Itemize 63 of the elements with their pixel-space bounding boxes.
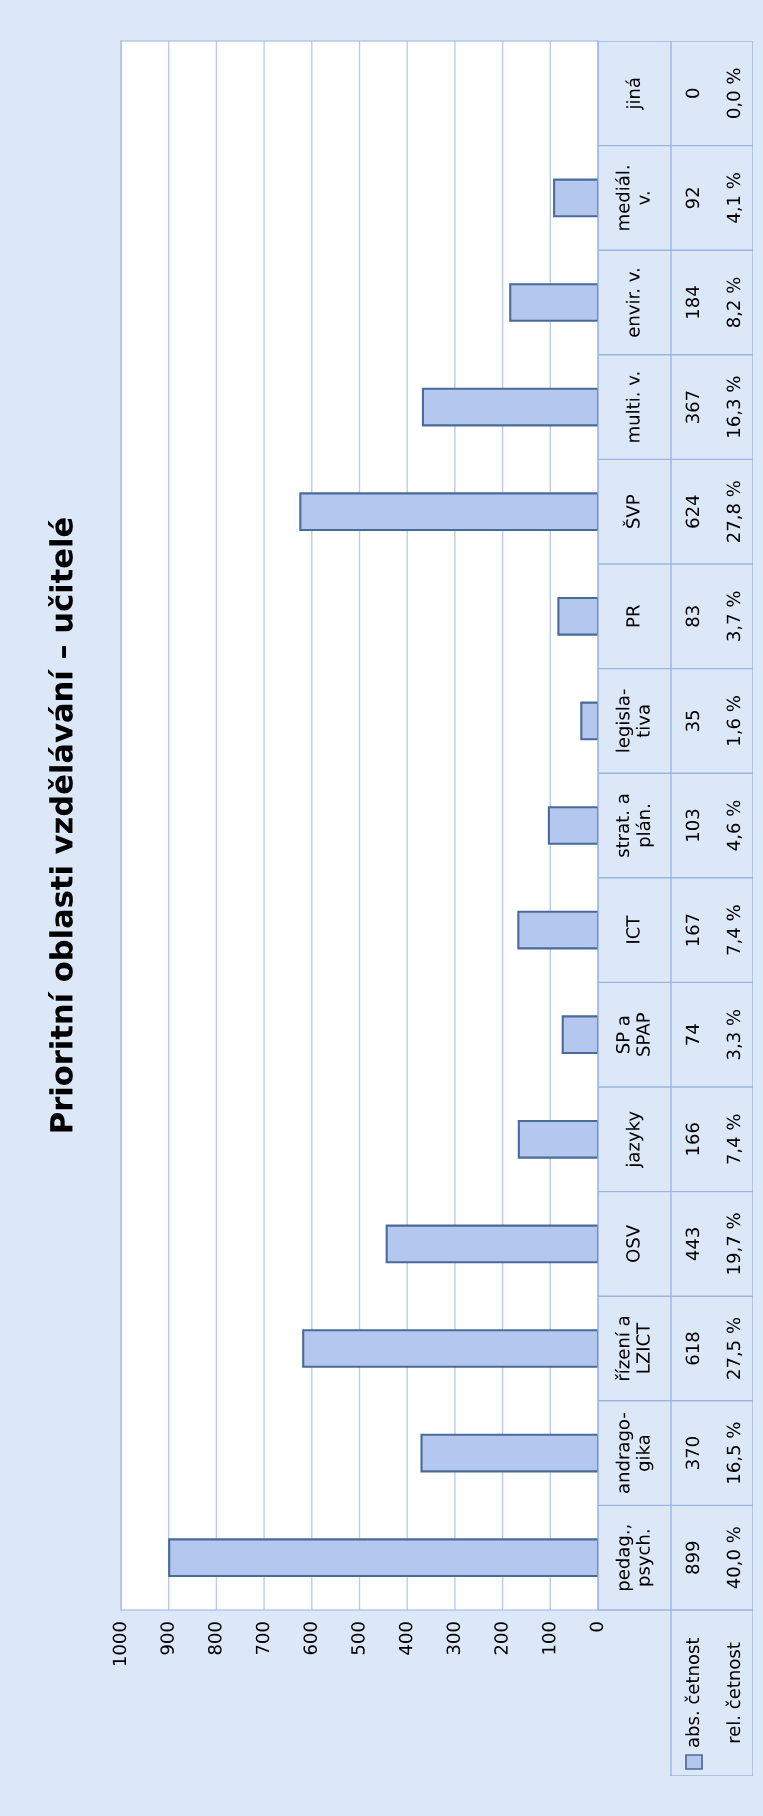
data-label: 167: [685, 914, 700, 946]
y-tick-label: jiná: [625, 78, 644, 110]
x-tick-label: 600: [303, 1622, 318, 1655]
text: 7,4 %: [726, 1114, 743, 1164]
data-label: 624: [685, 495, 700, 528]
x-tick-label: 500: [351, 1622, 365, 1655]
text: abs. četnost: [684, 1637, 700, 1747]
data-label: 83: [685, 606, 700, 627]
y-tick-label: legisla- tiva: [615, 689, 650, 752]
text: 40,0 %: [726, 1527, 743, 1589]
data-label: 370: [685, 1437, 700, 1469]
text: 3,3 %: [726, 1009, 743, 1060]
x-tick-label: 800: [207, 1622, 222, 1655]
bar: [561, 1015, 598, 1055]
y-tick-label: PR: [626, 605, 640, 627]
text: 27,5 %: [726, 1317, 743, 1379]
bar: [580, 701, 598, 741]
y-tick-label: řízení a LZICT: [614, 1316, 650, 1380]
x-tick-label: 400: [398, 1622, 413, 1655]
text: Prioritní oblasti vzdělávání – učitelé: [47, 518, 73, 1132]
data-label: 74: [685, 1024, 699, 1045]
text: 4,1 %: [726, 173, 743, 223]
data-label: 367: [685, 391, 700, 423]
data-label: 166: [685, 1123, 700, 1155]
y-tick-label: ŠVP: [622, 494, 640, 528]
text: 16,3 %: [726, 376, 743, 437]
x-tick-label: 900: [160, 1622, 174, 1655]
x-tick-label: 0: [589, 1622, 604, 1632]
y-tick-label: pedag., psych.: [615, 1525, 654, 1591]
y-tick-label: andrago- gika: [615, 1413, 654, 1493]
data-label: 899: [685, 1541, 700, 1574]
x-tick-label: 700: [255, 1622, 270, 1655]
y-tick-label: OSV: [626, 1225, 640, 1262]
text: rel. četnost: [725, 1642, 741, 1743]
data-label: 103: [685, 809, 700, 841]
y-tick-label: envir. v.: [625, 269, 640, 337]
x-tick-label: 200: [494, 1622, 508, 1655]
text: 16,5 %: [726, 1422, 743, 1483]
data-label: 443: [685, 1228, 700, 1261]
y-tick-label: SP a SPAP: [615, 1013, 650, 1056]
text: 7,4 %: [726, 905, 743, 955]
data-label: 184: [685, 286, 700, 318]
text: 19,7 %: [726, 1213, 743, 1274]
x-tick-label: 100: [541, 1622, 556, 1654]
data-label: 92: [685, 188, 700, 209]
y-tick-label: multi. v.: [625, 372, 640, 442]
y-tick-label: strat. a plán.: [616, 794, 654, 857]
bar: [557, 596, 598, 636]
data-label: 618: [685, 1332, 700, 1365]
text: 4,6 %: [726, 800, 743, 851]
data-label: 0: [685, 88, 700, 98]
text: 3,7 %: [726, 591, 743, 641]
y-tick-label: ICT: [626, 915, 640, 943]
y-tick-label: mediál. v.: [614, 166, 650, 230]
y-tick-label: jazyky: [625, 1111, 644, 1168]
x-tick-label: 1000: [112, 1622, 127, 1666]
bar: [553, 178, 598, 218]
text: 8,2 %: [726, 277, 743, 328]
text: 1,6 %: [726, 696, 743, 745]
text: 27,8 %: [726, 481, 743, 542]
x-tick-label: 300: [446, 1622, 461, 1655]
text: 0,0 %: [726, 68, 743, 118]
data-label: 35: [685, 710, 700, 732]
